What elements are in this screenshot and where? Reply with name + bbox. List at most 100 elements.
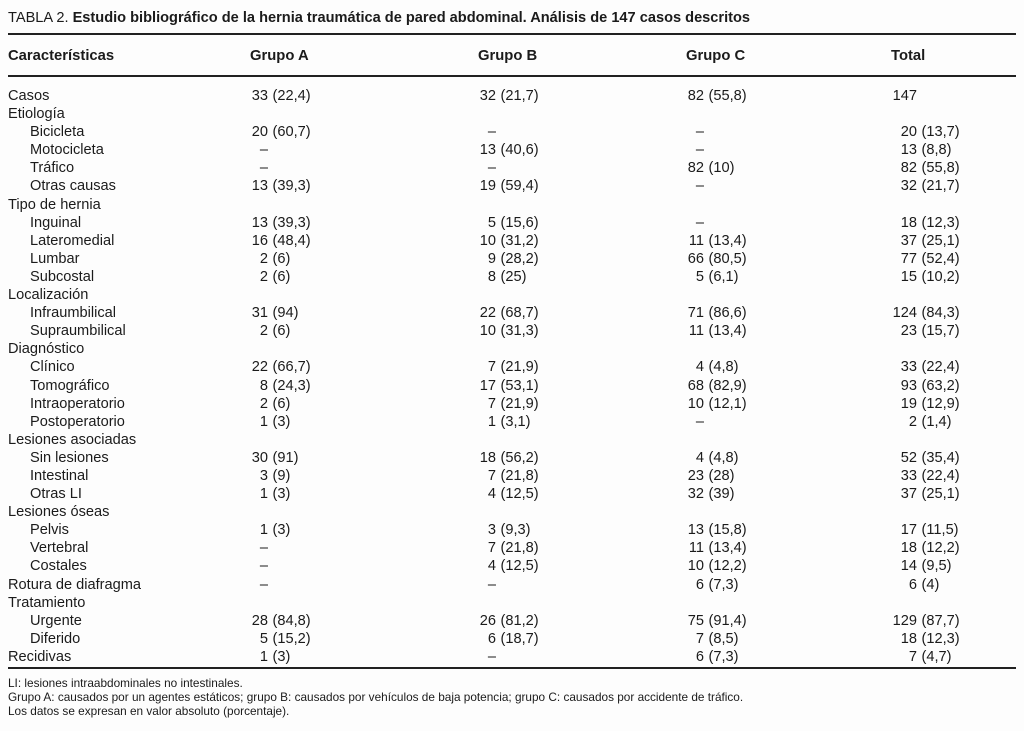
table-row: Intestinal 3 (9) 7 (21,8) 23 (28) 33 (22,4) (8, 467, 1016, 485)
cell-count: 4 (695, 359, 704, 376)
cell-grupo-a: 5 (15,2) (250, 630, 478, 648)
table-row: Lumbar 2 (6) 9 (28,2) 66 (80,5) 77 (52,4) (8, 250, 1016, 268)
table-row: Diagnóstico (8, 340, 1016, 358)
table-row: Otras causas 13 (39,3) 19 (59,4) –32 (21,7) (8, 177, 1016, 195)
table-row: Vertebral –7 (21,8) 11 (13,4) 18 (12,2) (8, 539, 1016, 557)
cell-count: – (259, 576, 268, 593)
cell-percentage: (8,5) (708, 630, 739, 647)
cell-count: 11 (688, 232, 704, 249)
cell-count: 18 (900, 630, 917, 647)
cell-grupo-b: 6 (18,7) (478, 630, 686, 648)
table-row: Casos 33 (22,4) 32 (21,7) 82 (55,8) 147 (8, 87, 1016, 105)
cell-grupo-c: – (686, 123, 891, 141)
cell-grupo-b: 13 (40,6) (478, 141, 686, 159)
cell-percentage: (12,1) (708, 395, 747, 412)
cell-grupo-a (250, 431, 478, 449)
cell-total: 7 (4,7) (891, 648, 1016, 666)
row-label: Vertebral (30, 540, 89, 557)
cell-percentage: (22,4) (921, 359, 960, 376)
cell-percentage: (15,2) (272, 630, 311, 647)
cell-total (891, 594, 1016, 612)
cell-grupo-c: 68 (82,9) (686, 377, 891, 395)
cell-grupo-a (250, 196, 478, 214)
cell-grupo-b: 8 (25) (478, 268, 686, 286)
row-label: Lateromedial (30, 232, 115, 249)
cell-count: 13 (687, 522, 704, 539)
cell-count: 7 (695, 630, 704, 647)
cell-percentage: (12,2) (921, 540, 960, 557)
cell-percentage: (80,5) (708, 250, 747, 267)
cell-percentage: (21,7) (921, 178, 960, 195)
cell-count: 15 (900, 268, 917, 285)
cell-count: 7 (487, 359, 496, 376)
cell-count: 33 (900, 359, 917, 376)
cell-count: 3 (487, 522, 496, 539)
table-row: Lateromedial 16 (48,4) 10 (31,2) 11 (13,4) 37 (2… (8, 232, 1016, 250)
row-label: Intestinal (30, 467, 89, 484)
cell-grupo-c: – (686, 177, 891, 195)
row-label: Otras causas (30, 178, 116, 195)
cell-total: 14 (9,5) (891, 557, 1016, 575)
cell-grupo-c: 13 (15,8) (686, 521, 891, 539)
table-row: Urgente 28 (84,8) 26 (81,2) 75 (91,4) 129 (87,7) (8, 612, 1016, 630)
cell-percentage: (24,3) (272, 377, 311, 394)
cell-grupo-a: 30 (91) (250, 449, 478, 467)
cell-grupo-b (478, 196, 686, 214)
cell-count: 19 (900, 395, 917, 412)
cell-percentage: (25,1) (921, 232, 960, 249)
cell-count: – (487, 648, 496, 665)
cell-count: 32 (479, 88, 496, 104)
column-header-total: Total (891, 48, 926, 64)
cell-count: 10 (687, 395, 704, 412)
cell-percentage: (15,7) (921, 323, 960, 340)
cell-count: 4 (487, 486, 496, 503)
cell-grupo-c: 7 (8,5) (686, 630, 891, 648)
cell-percentage: (7,3) (708, 576, 739, 593)
cell-count: 124 (892, 305, 917, 322)
cell-count: 11 (688, 540, 704, 557)
cell-count: 30 (251, 449, 268, 466)
table-row: Pelvis 1 (3) 3 (9,3) 13 (15,8) 17 (11,5) (8, 521, 1016, 539)
cell-total (891, 286, 1016, 304)
cell-grupo-c (686, 286, 891, 304)
cell-grupo-c: 11 (13,4) (686, 232, 891, 250)
cell-count: 1 (259, 522, 268, 539)
cell-total: 18 (12,3) (891, 630, 1016, 648)
cell-grupo-a: – (250, 159, 478, 177)
cell-count: 9 (487, 250, 496, 267)
cell-percentage: (21,7) (500, 88, 539, 104)
cell-count: 2 (908, 413, 917, 430)
cell-count: – (259, 558, 268, 575)
cell-count: 6 (908, 576, 917, 593)
cell-count: 71 (687, 305, 704, 322)
table-row: Diferido 5 (15,2) 6 (18,7) 7 (8,5) 18 (12,3) (8, 630, 1016, 648)
cell-percentage: (35,4) (921, 449, 960, 466)
footnote-values: Los datos se expresan en valor absoluto … (8, 704, 290, 718)
cell-percentage: (84,3) (921, 305, 960, 322)
row-label: Diferido (30, 630, 81, 647)
row-label: Etiología (8, 106, 65, 123)
row-label: Tipo de hernia (8, 196, 101, 213)
cell-percentage: (21,8) (500, 540, 539, 557)
cell-percentage: (3) (272, 648, 291, 665)
cell-total: 33 (22,4) (891, 358, 1016, 376)
cell-count: 17 (479, 377, 496, 394)
cell-grupo-a: 20 (60,7) (250, 123, 478, 141)
cell-count: 129 (892, 612, 917, 629)
cell-percentage: (13,7) (921, 124, 960, 141)
cell-grupo-c: – (686, 413, 891, 431)
cell-percentage: (53,1) (500, 377, 539, 394)
cell-count: 23 (687, 467, 704, 484)
cell-grupo-c: 6 (7,3) (686, 576, 891, 594)
column-header-grupo-b: Grupo B (478, 48, 538, 64)
cell-grupo-b: – (478, 123, 686, 141)
cell-percentage: (7,3) (708, 648, 739, 665)
cell-percentage: (12,3) (921, 214, 960, 231)
cell-grupo-b: 7 (21,8) (478, 467, 686, 485)
cell-count: 1 (259, 486, 268, 503)
cell-percentage: (60,7) (272, 124, 311, 141)
cell-percentage: (25) (500, 268, 527, 285)
cell-percentage: (91,4) (708, 612, 747, 629)
cell-percentage: (25,1) (921, 486, 960, 503)
